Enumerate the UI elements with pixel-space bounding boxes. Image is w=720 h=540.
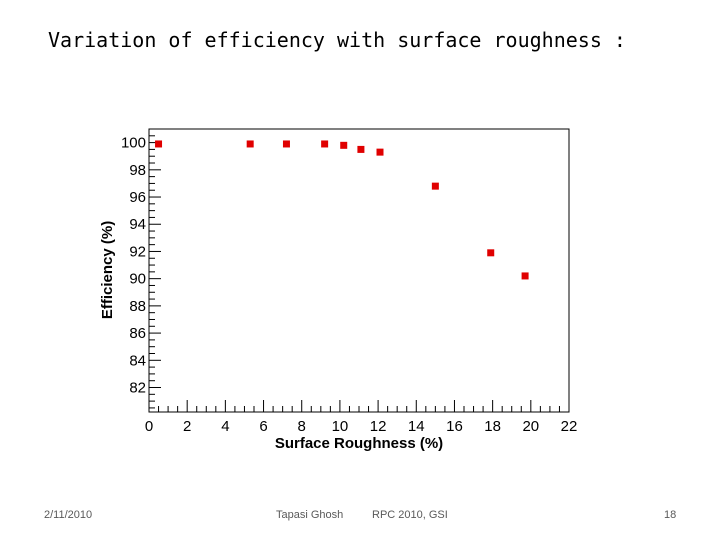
y-tick-label: 94 bbox=[129, 216, 146, 233]
data-point bbox=[246, 140, 254, 148]
plot-frame bbox=[148, 128, 570, 413]
x-tick-label: 14 bbox=[408, 418, 425, 435]
y-tick-label: 88 bbox=[129, 298, 146, 315]
footer-author: Tapasi Ghosh bbox=[276, 509, 344, 521]
y-axis-tick-labels: 82 84 86 88 90 92 94 96 98 100 bbox=[121, 135, 146, 397]
y-axis-ticks bbox=[149, 128, 161, 409]
x-tick-label: 12 bbox=[370, 418, 387, 435]
y-tick-label: 96 bbox=[129, 189, 146, 206]
x-tick-label: 8 bbox=[298, 418, 306, 435]
y-tick-label: 98 bbox=[129, 162, 146, 179]
x-axis-label: Surface Roughness (%) bbox=[275, 435, 443, 452]
x-axis-tick-labels: 0 2 4 6 8 10 12 14 16 18 20 22 bbox=[145, 418, 578, 435]
y-tick-label: 90 bbox=[129, 271, 146, 288]
data-point bbox=[487, 249, 495, 257]
y-tick-label: 86 bbox=[129, 325, 146, 342]
x-tick-label: 16 bbox=[446, 418, 463, 435]
y-tick-label: 100 bbox=[121, 135, 146, 152]
data-point bbox=[282, 140, 290, 148]
y-tick-label: 82 bbox=[129, 380, 146, 397]
data-point bbox=[521, 272, 529, 280]
data-point bbox=[357, 145, 365, 153]
x-tick-label: 6 bbox=[259, 418, 267, 435]
data-point bbox=[321, 140, 329, 148]
x-tick-label: 22 bbox=[561, 418, 578, 435]
footer-page-number: 18 bbox=[664, 509, 677, 521]
scatter-plot: 0 2 4 6 8 10 12 14 16 18 20 22 82 84 86 88 90 92 94 96 98 10… bbox=[99, 128, 578, 452]
x-tick-label: 0 bbox=[145, 418, 153, 435]
y-tick-label: 84 bbox=[129, 352, 146, 369]
x-tick-label: 4 bbox=[221, 418, 229, 435]
data-point bbox=[376, 148, 384, 156]
x-axis-ticks bbox=[148, 400, 570, 412]
data-point bbox=[155, 140, 163, 148]
data-points bbox=[155, 140, 529, 280]
slide-title: Variation of efficiency with surface rou… bbox=[48, 28, 626, 52]
y-axis-label: Efficiency (%) bbox=[99, 221, 116, 319]
x-tick-label: 18 bbox=[484, 418, 501, 435]
data-point bbox=[431, 182, 439, 190]
footer-event: RPC 2010, GSI bbox=[372, 509, 448, 521]
footer-date: 2/11/2010 bbox=[44, 509, 93, 521]
x-tick-label: 10 bbox=[332, 418, 349, 435]
data-point bbox=[340, 141, 348, 149]
y-tick-label: 92 bbox=[129, 243, 146, 260]
x-tick-label: 20 bbox=[522, 418, 539, 435]
x-tick-label: 2 bbox=[183, 418, 191, 435]
